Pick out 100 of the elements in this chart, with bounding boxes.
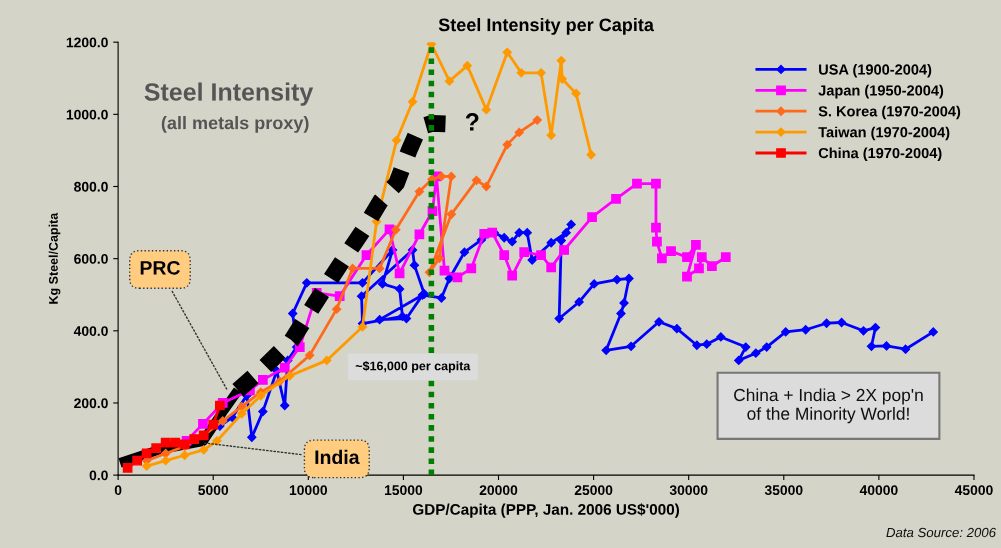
point xyxy=(707,261,717,272)
point xyxy=(587,212,597,223)
point xyxy=(434,253,444,263)
point xyxy=(446,171,456,182)
annotation: Steel Intensity xyxy=(144,82,314,106)
point xyxy=(516,68,526,78)
point xyxy=(694,263,704,274)
y-tick-label: 400.0 xyxy=(73,326,108,336)
legend-label: Taiwan (1970-2004) xyxy=(818,126,950,141)
point xyxy=(471,175,482,185)
point xyxy=(208,419,219,430)
point xyxy=(142,461,152,471)
point xyxy=(132,455,142,466)
x-tick-label: 20000 xyxy=(479,485,518,496)
point xyxy=(571,88,581,99)
point xyxy=(507,270,518,281)
point xyxy=(122,463,133,473)
point xyxy=(632,178,642,189)
point xyxy=(212,436,222,446)
point xyxy=(696,252,707,263)
point xyxy=(556,55,566,66)
point xyxy=(237,409,247,419)
ref-line-label: ~$16,000 per capita xyxy=(355,360,471,373)
y-tick-label: 0.0 xyxy=(89,470,108,481)
x-tick-label: 0 xyxy=(114,485,122,496)
point xyxy=(546,262,557,273)
point xyxy=(375,263,385,274)
annotation: China + India > 2X pop'n of the Minority World! xyxy=(734,388,923,424)
point xyxy=(682,252,692,263)
y-tick-label: 1200.0 xyxy=(66,37,108,48)
point xyxy=(357,322,368,332)
point xyxy=(180,450,190,460)
x-tick-label: 35000 xyxy=(764,485,803,496)
y-tick-label: 200.0 xyxy=(74,398,108,409)
point xyxy=(279,362,290,373)
x-tick-label: 25000 xyxy=(574,485,613,496)
point xyxy=(151,443,162,453)
point xyxy=(499,250,510,260)
point xyxy=(502,140,512,150)
point xyxy=(652,236,662,247)
point xyxy=(481,181,491,192)
x-tick-label: 5000 xyxy=(198,485,229,496)
point xyxy=(199,445,209,455)
point xyxy=(536,250,546,260)
x-tick-label: 10000 xyxy=(289,485,328,496)
point xyxy=(347,263,358,274)
annotation: PRC xyxy=(140,260,180,275)
point xyxy=(407,97,418,107)
point xyxy=(666,246,676,256)
point xyxy=(651,222,661,233)
point xyxy=(285,371,295,381)
point xyxy=(481,105,491,115)
legend-label: S. Korea (1970-2004) xyxy=(818,105,961,120)
point xyxy=(161,456,171,466)
point xyxy=(237,401,247,412)
y-tick-label: 1000.0 xyxy=(66,109,108,120)
y-tick-label: 600.0 xyxy=(74,253,108,264)
point xyxy=(141,448,152,459)
x-tick-label: 45000 xyxy=(954,485,993,496)
legend-label: USA (1900-2004) xyxy=(819,63,932,78)
point xyxy=(444,76,455,86)
y-tick-label: 800.0 xyxy=(74,181,108,192)
point xyxy=(532,115,542,125)
point xyxy=(557,74,567,84)
point xyxy=(586,150,596,160)
x-tick-label: 40000 xyxy=(859,485,898,496)
point xyxy=(305,350,315,360)
point xyxy=(651,178,661,189)
point xyxy=(611,193,621,204)
legend-label: China (1970-2004) xyxy=(818,147,942,162)
point xyxy=(536,68,546,78)
legend-label: Japan (1950-2004) xyxy=(818,84,944,99)
chart-title: Steel Intensity per Capita xyxy=(438,18,655,35)
point xyxy=(198,419,208,429)
point xyxy=(257,375,268,385)
point xyxy=(391,135,402,145)
point xyxy=(218,416,228,426)
point xyxy=(657,253,667,264)
point xyxy=(414,186,425,197)
point xyxy=(462,61,472,71)
point xyxy=(256,391,266,401)
point xyxy=(466,263,477,274)
x-tick-label: 30000 xyxy=(669,485,708,496)
annotation: ? xyxy=(465,113,479,131)
point xyxy=(502,47,512,57)
point xyxy=(691,240,701,250)
point xyxy=(160,437,171,448)
annotation: (all metals proxy) xyxy=(161,116,309,133)
annotation: India xyxy=(315,449,360,465)
x-tick-label: 15000 xyxy=(384,485,423,496)
source-note: Data Source: 2006 xyxy=(886,527,996,538)
point xyxy=(519,247,530,258)
x-axis-title: GDP/Capita (PPP, Jan. 2006 US$'000) xyxy=(412,503,680,518)
y-axis-title: Kg Steel/Capita xyxy=(48,212,61,304)
point xyxy=(170,437,181,448)
point xyxy=(446,209,456,219)
point xyxy=(189,434,200,444)
point xyxy=(682,271,692,282)
point xyxy=(436,171,447,182)
point xyxy=(391,225,401,235)
